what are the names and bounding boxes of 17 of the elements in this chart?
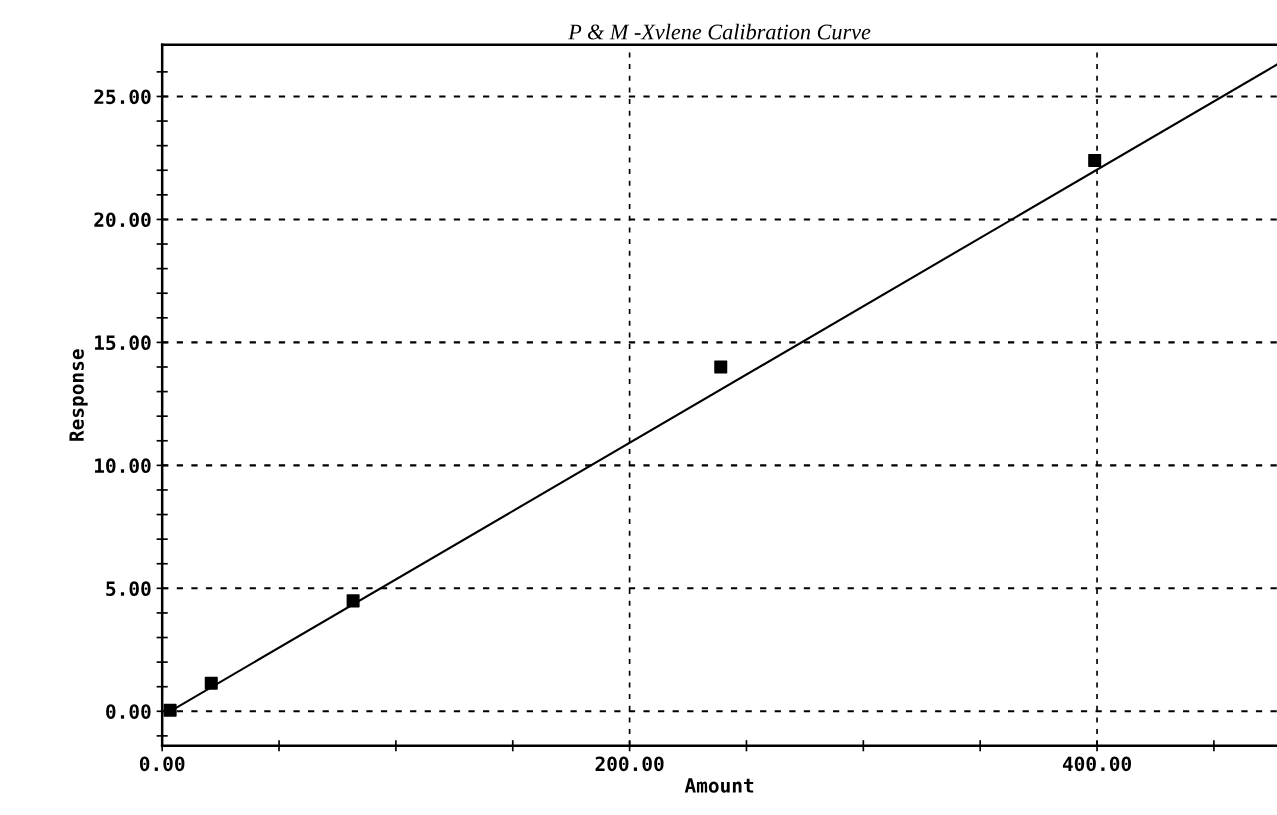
point	[204, 676, 218, 690]
point	[163, 703, 177, 717]
y-tick-label: 0.00	[106, 704, 151, 719]
y-axis-title: Response	[69, 349, 88, 441]
point	[1088, 153, 1102, 167]
y-tick-label: 25.00	[94, 89, 151, 105]
x-tick-label: 200.00	[595, 756, 664, 772]
y-tick-label: 10.00	[95, 458, 151, 474]
y-tick-label: 15.00	[95, 335, 151, 351]
y-tick-label: 20.00	[94, 212, 151, 228]
y-tick-label: 5.00	[106, 581, 151, 596]
x-axis-title: Amount	[684, 778, 754, 793]
x-tick-label: 400.00	[1062, 756, 1131, 772]
point	[346, 594, 360, 608]
chart-title: P & M -Xvlene Calibration Curve	[568, 23, 871, 40]
point	[714, 360, 728, 374]
x-tick-label: 0.00	[139, 756, 185, 772]
